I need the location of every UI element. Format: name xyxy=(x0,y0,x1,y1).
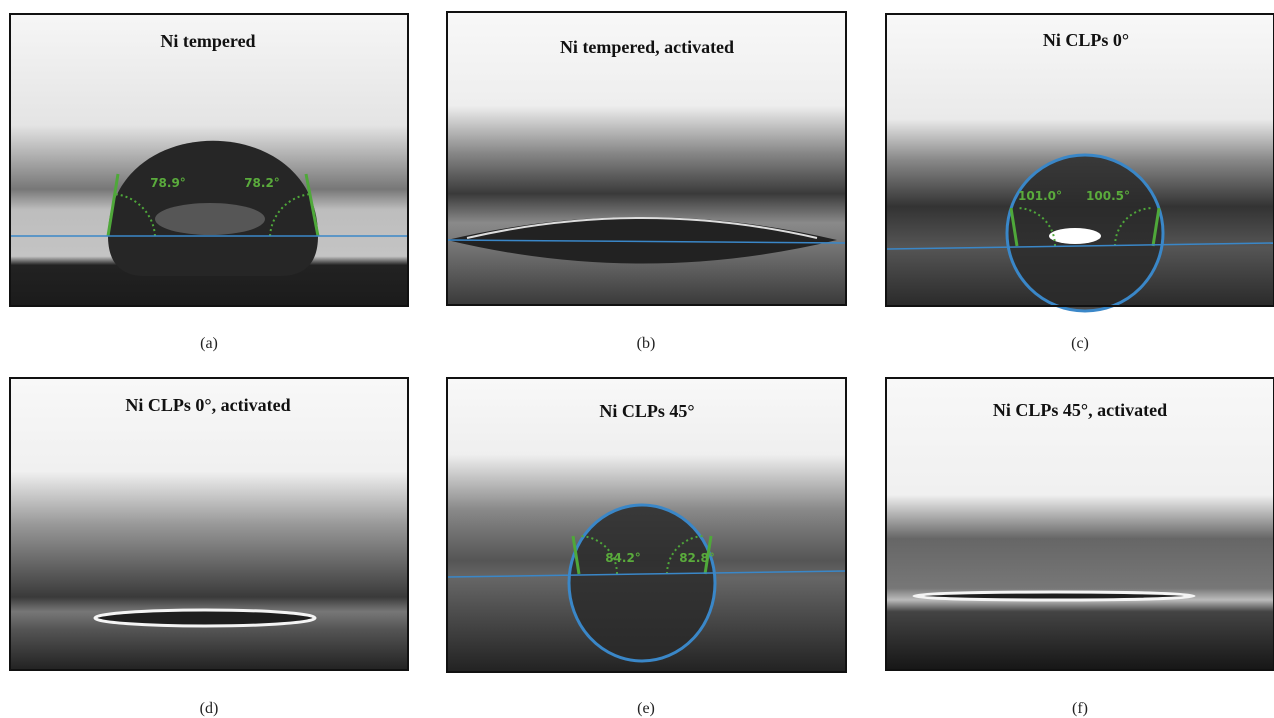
panel: Ni CLPs 0°, activated xyxy=(10,378,408,670)
panel: Ni tempered, activated xyxy=(447,12,846,305)
panel-title: Ni CLPs 45°, activated xyxy=(993,400,1167,420)
panel-title: Ni CLPs 0° xyxy=(1043,30,1129,50)
panel-caption: (c) xyxy=(1071,335,1089,352)
panel: Ni CLPs 45°, activated xyxy=(886,378,1274,670)
reflection xyxy=(1049,228,1101,244)
panel-title: Ni CLPs 45° xyxy=(599,401,694,421)
reflection xyxy=(155,203,265,235)
panel-caption: (b) xyxy=(637,335,656,352)
contact-angle-label: 101.0° xyxy=(1018,189,1062,203)
contact-angle-label: 78.2° xyxy=(244,176,280,190)
panel-caption: (a) xyxy=(200,335,218,352)
panel-title: Ni tempered, activated xyxy=(560,37,734,57)
panel-caption: (f) xyxy=(1072,700,1088,717)
panel: Ni tempered 78.9° 78.2° xyxy=(10,14,408,306)
droplet xyxy=(914,592,1194,600)
panel-caption: (e) xyxy=(637,700,655,717)
panel-caption: (d) xyxy=(200,700,219,717)
panel: Ni CLPs 45° 84.2° 82.8° xyxy=(447,378,846,672)
panel-title: Ni tempered xyxy=(160,31,255,51)
contact-angle-label: 84.2° xyxy=(605,551,641,565)
contact-angle-label: 78.9° xyxy=(150,176,186,190)
panel-title: Ni CLPs 0°, activated xyxy=(125,395,290,415)
droplet xyxy=(95,610,315,626)
figure: Ni tempered 78.9° 78.2° (a) Ni tempered, act… xyxy=(0,0,1274,718)
photo-background xyxy=(886,378,1274,670)
contact-angle-label: 82.8° xyxy=(679,551,715,565)
contact-angle-label: 100.5° xyxy=(1086,189,1130,203)
panel: Ni CLPs 0° 101.0° 100.5° xyxy=(886,14,1274,311)
